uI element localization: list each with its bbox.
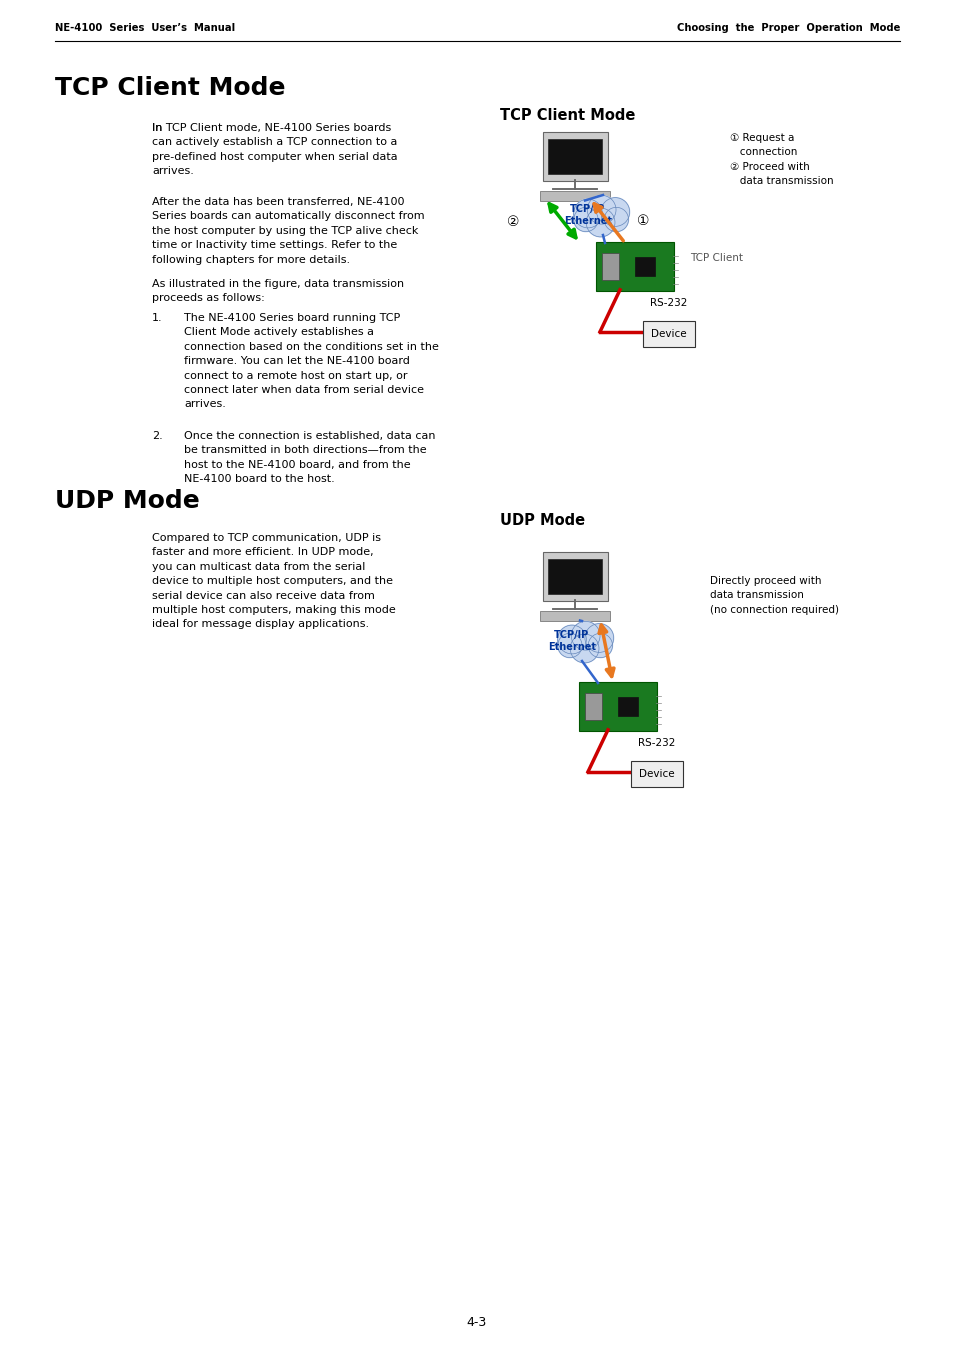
Text: TCP/IP
Ethernet: TCP/IP Ethernet: [563, 204, 612, 226]
FancyBboxPatch shape: [601, 253, 618, 280]
FancyBboxPatch shape: [595, 242, 674, 290]
Text: After the data has been transferred, NE-4100
Series boards can automatically dis: After the data has been transferred, NE-…: [152, 197, 424, 265]
Text: 2.: 2.: [152, 431, 163, 440]
Text: UDP Mode: UDP Mode: [55, 489, 199, 513]
Text: ①: ①: [636, 213, 649, 228]
FancyBboxPatch shape: [634, 257, 655, 276]
FancyBboxPatch shape: [539, 190, 610, 201]
Text: Choosing  the  Proper  Operation  Mode: Choosing the Proper Operation Mode: [676, 23, 899, 32]
Text: Compared to TCP communication, UDP is
faster and more efficient. In UDP mode,
yo: Compared to TCP communication, UDP is fa…: [152, 534, 395, 630]
FancyBboxPatch shape: [548, 139, 601, 174]
Text: ① Request a
   connection
② Proceed with
   data transmission: ① Request a connection ② Proceed with da…: [729, 132, 833, 186]
Text: In: In: [152, 123, 166, 132]
Text: Directly proceed with
data transmission
(no connection required): Directly proceed with data transmission …: [709, 576, 838, 615]
Circle shape: [588, 634, 612, 658]
Text: NE-4100  Series  User’s  Manual: NE-4100 Series User’s Manual: [55, 23, 234, 32]
Circle shape: [573, 199, 601, 228]
Text: Device: Device: [651, 328, 686, 339]
FancyBboxPatch shape: [642, 320, 695, 347]
Text: TCP Client Mode: TCP Client Mode: [499, 108, 635, 123]
Circle shape: [603, 207, 628, 231]
Text: In TCP Client mode, NE-4100 Series boards
can actively establish a TCP connectio: In TCP Client mode, NE-4100 Series board…: [152, 123, 397, 176]
Text: The NE-4100 Series board running TCP
Client Mode actively establishes a
connecti: The NE-4100 Series board running TCP Cli…: [184, 313, 438, 409]
Text: RS-232: RS-232: [649, 297, 687, 308]
Text: Device: Device: [639, 769, 674, 778]
Text: 1.: 1.: [152, 313, 162, 323]
Circle shape: [600, 197, 629, 227]
FancyBboxPatch shape: [584, 693, 601, 720]
FancyBboxPatch shape: [539, 611, 610, 621]
Text: As illustrated in the figure, data transmission
proceeds as follows:: As illustrated in the figure, data trans…: [152, 280, 404, 304]
FancyBboxPatch shape: [578, 682, 657, 731]
Circle shape: [558, 626, 586, 654]
FancyBboxPatch shape: [542, 553, 607, 601]
Circle shape: [587, 196, 616, 224]
FancyBboxPatch shape: [548, 558, 601, 594]
FancyBboxPatch shape: [542, 132, 607, 181]
Circle shape: [570, 634, 598, 663]
Circle shape: [571, 621, 599, 650]
FancyBboxPatch shape: [630, 761, 682, 786]
Text: ②: ②: [506, 215, 518, 228]
Circle shape: [585, 208, 615, 236]
FancyBboxPatch shape: [617, 697, 638, 716]
Text: TCP/IP
Ethernet: TCP/IP Ethernet: [547, 630, 596, 651]
Circle shape: [573, 207, 598, 231]
Text: RS-232: RS-232: [638, 738, 675, 748]
Text: Once the connection is established, data can
be transmitted in both directions—f: Once the connection is established, data…: [184, 431, 435, 484]
Text: UDP Mode: UDP Mode: [499, 513, 584, 528]
Text: TCP Client Mode: TCP Client Mode: [55, 76, 285, 100]
Circle shape: [558, 634, 581, 658]
Text: TCP Client: TCP Client: [689, 253, 742, 263]
Circle shape: [584, 624, 613, 653]
Text: 4-3: 4-3: [466, 1316, 487, 1329]
